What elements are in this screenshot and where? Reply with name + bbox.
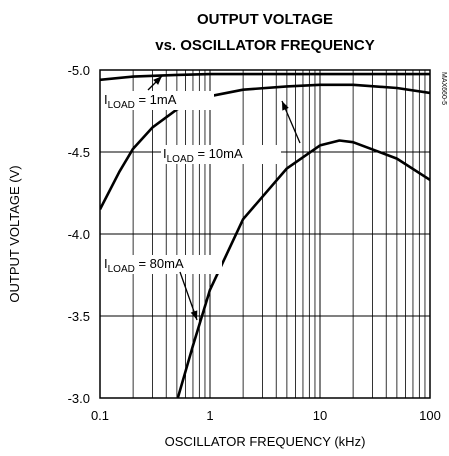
label-main: I <box>104 92 108 107</box>
label-main: I <box>104 256 108 271</box>
label-main: I <box>163 146 167 161</box>
x-tick-label: 0.1 <box>91 408 109 423</box>
series-line <box>176 139 430 398</box>
y-tick-label: -5.0 <box>68 63 90 78</box>
chart-title: OUTPUT VOLTAGE <box>197 11 333 28</box>
arrow-head <box>153 76 162 85</box>
chart-title: vs. OSCILLATOR FREQUENCY <box>155 37 374 54</box>
label-bg <box>102 255 222 274</box>
label-rest: = 10mA <box>194 146 243 161</box>
label-sub: LOAD <box>108 100 135 111</box>
x-axis-label: OSCILLATOR FREQUENCY (kHz) <box>165 434 366 449</box>
series-line <box>100 72 430 82</box>
series-label: ILOAD = 10mA <box>163 146 243 165</box>
series-line <box>100 83 430 210</box>
label-rest: = 1mA <box>135 92 177 107</box>
x-tick-label: 10 <box>313 408 327 423</box>
y-tick-label: -4.5 <box>68 145 90 160</box>
x-tick-label: 100 <box>419 408 441 423</box>
arrow-head <box>190 310 198 320</box>
label-sub: LOAD <box>167 154 194 165</box>
arrow-head <box>282 101 289 111</box>
series-label: ILOAD = 1mA <box>104 92 177 111</box>
label-bg <box>102 91 214 110</box>
label-rest: = 80mA <box>135 256 184 271</box>
figure-id: MAX660-5 <box>440 72 447 105</box>
y-tick-label: -3.0 <box>68 391 90 406</box>
y-tick-label: -4.0 <box>68 227 90 242</box>
x-tick-label: 1 <box>206 408 213 423</box>
label-sub: LOAD <box>108 264 135 275</box>
y-tick-label: -3.5 <box>68 309 90 324</box>
y-axis-label: OUTPUT VOLTAGE (V) <box>7 165 22 302</box>
label-bg <box>161 145 281 164</box>
plot-frame <box>99 69 431 399</box>
series-label: ILOAD = 80mA <box>104 256 184 275</box>
